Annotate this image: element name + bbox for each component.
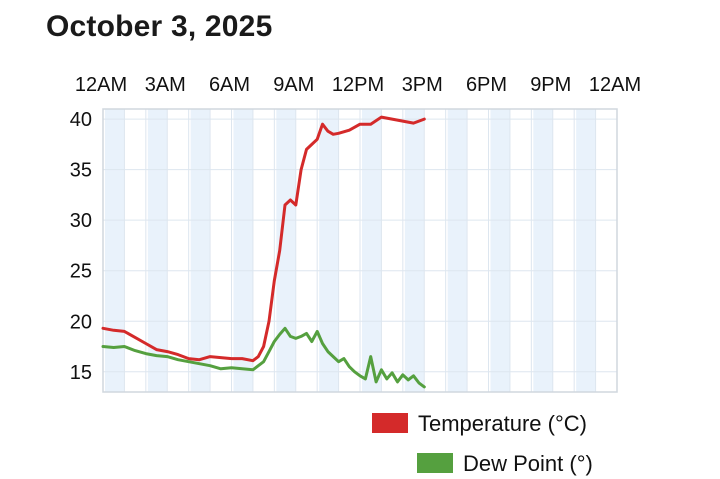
legend-swatch-dew-point <box>417 453 453 473</box>
hour-band <box>576 109 596 392</box>
dew-point-line <box>101 326 426 389</box>
hour-band <box>447 109 468 392</box>
y-tick-label: 25 <box>70 261 92 283</box>
y-tick-label: 15 <box>70 362 92 384</box>
night-bands <box>105 109 596 392</box>
x-tick-label: 9PM <box>530 74 571 96</box>
hour-band <box>404 109 425 392</box>
hour-band <box>533 109 553 392</box>
x-tick-label: 3AM <box>145 74 186 96</box>
page-title: October 3, 2025 <box>46 10 273 43</box>
y-tick-label: 20 <box>70 311 92 333</box>
plot-frame <box>102 108 618 393</box>
x-axis-ticks: 12AM 3AM 6AM 9AM 12PM 3PM 6PM 9PM 12AM <box>75 74 641 96</box>
x-tick-label: 12PM <box>332 74 384 96</box>
plot-border <box>102 108 618 393</box>
hour-band <box>319 109 339 392</box>
y-tick-label: 35 <box>70 160 92 182</box>
y-axis-ticks: 15 20 25 30 35 40 <box>70 109 92 384</box>
series-lines <box>101 115 426 389</box>
hour-band <box>490 109 510 392</box>
temperature-line <box>101 115 426 363</box>
x-tick-label: 12AM <box>589 74 641 96</box>
hour-band <box>362 109 382 392</box>
x-tick-label: 3PM <box>402 74 443 96</box>
legend: Temperature (°C) Dew Point (°) <box>372 411 593 476</box>
hour-band <box>190 109 211 392</box>
x-tick-label: 12AM <box>75 74 127 96</box>
legend-swatch-temperature <box>372 413 408 433</box>
y-tick-label: 30 <box>70 210 92 232</box>
x-tick-label: 9AM <box>273 74 314 96</box>
x-tick-label: 6PM <box>466 74 507 96</box>
hour-band <box>233 109 253 392</box>
hour-band <box>105 109 125 392</box>
legend-label-temperature: Temperature (°C) <box>418 411 587 436</box>
legend-label-dew-point: Dew Point (°) <box>463 451 593 476</box>
y-tick-label: 40 <box>70 109 92 131</box>
x-tick-label: 6AM <box>209 74 250 96</box>
